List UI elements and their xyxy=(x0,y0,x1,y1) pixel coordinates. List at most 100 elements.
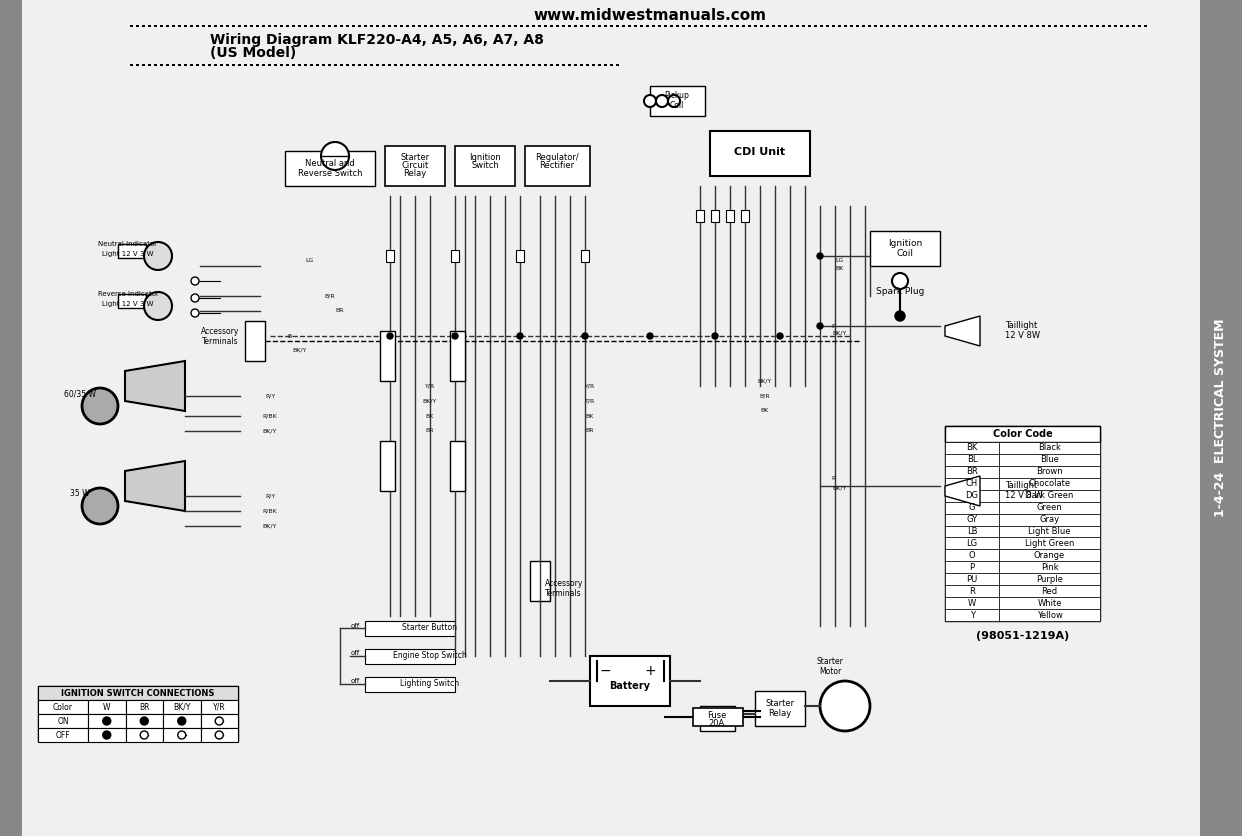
Circle shape xyxy=(140,717,148,725)
Bar xyxy=(945,454,1000,466)
Bar xyxy=(976,25,979,27)
Bar xyxy=(784,25,787,27)
Bar xyxy=(592,25,595,27)
Text: ON: ON xyxy=(57,716,68,726)
Text: O: O xyxy=(969,551,975,560)
Bar xyxy=(154,25,156,27)
Text: 35 W: 35 W xyxy=(71,490,89,498)
Bar xyxy=(130,25,133,27)
Bar xyxy=(874,25,877,27)
Bar xyxy=(910,25,913,27)
Bar xyxy=(934,25,936,27)
Bar xyxy=(148,64,152,66)
Circle shape xyxy=(712,333,718,339)
Text: Ignition: Ignition xyxy=(888,239,922,248)
Bar xyxy=(610,64,614,66)
Bar xyxy=(814,25,817,27)
Bar xyxy=(945,478,1000,490)
Bar xyxy=(945,426,1100,621)
Circle shape xyxy=(215,731,224,739)
Bar xyxy=(1030,25,1033,27)
Bar xyxy=(383,64,385,66)
Bar xyxy=(802,25,805,27)
Bar xyxy=(358,25,361,27)
Bar xyxy=(292,64,296,66)
Text: Starter: Starter xyxy=(765,700,795,708)
Text: Green: Green xyxy=(1037,503,1062,512)
Bar xyxy=(696,210,704,222)
Text: Chocolate: Chocolate xyxy=(1028,479,1071,488)
Bar xyxy=(196,25,199,27)
Bar xyxy=(406,64,409,66)
Bar xyxy=(370,25,373,27)
Text: Spark Plug: Spark Plug xyxy=(876,287,924,295)
Bar xyxy=(568,25,571,27)
Text: Wiring Diagram KLF220-A4, A5, A6, A7, A8: Wiring Diagram KLF220-A4, A5, A6, A7, A8 xyxy=(210,33,544,47)
Bar xyxy=(214,64,217,66)
Circle shape xyxy=(140,731,148,739)
Text: Accessory: Accessory xyxy=(201,327,240,335)
Bar xyxy=(682,25,686,27)
Bar xyxy=(1144,25,1148,27)
Bar xyxy=(310,64,313,66)
Bar xyxy=(568,64,571,66)
Text: Taillight: Taillight xyxy=(1005,482,1037,491)
Bar xyxy=(1000,454,1100,466)
Bar xyxy=(958,25,961,27)
Text: Reverse Switch: Reverse Switch xyxy=(298,170,363,179)
Text: off: off xyxy=(350,623,360,629)
Text: Neutral and: Neutral and xyxy=(306,160,355,169)
Bar xyxy=(322,64,325,66)
Bar xyxy=(1000,25,1004,27)
Bar xyxy=(1012,25,1015,27)
Bar xyxy=(1006,25,1009,27)
Bar xyxy=(0,0,22,836)
Bar xyxy=(455,25,457,27)
Circle shape xyxy=(191,277,199,285)
Bar xyxy=(376,64,379,66)
Bar xyxy=(200,728,238,742)
Polygon shape xyxy=(125,461,185,511)
Bar xyxy=(1000,502,1100,513)
Text: R: R xyxy=(831,476,835,481)
Bar xyxy=(419,25,421,27)
Bar xyxy=(455,146,515,186)
Bar xyxy=(450,331,465,381)
Bar xyxy=(982,25,985,27)
Bar xyxy=(190,25,193,27)
Text: Starter Button: Starter Button xyxy=(402,624,457,633)
Bar xyxy=(380,331,395,381)
Circle shape xyxy=(82,388,118,424)
Bar xyxy=(436,25,438,27)
Bar xyxy=(1059,25,1063,27)
Bar xyxy=(315,25,319,27)
Bar xyxy=(39,714,88,728)
Bar xyxy=(694,25,697,27)
Bar xyxy=(597,25,601,27)
Text: B/R: B/R xyxy=(324,293,335,298)
Bar xyxy=(245,321,265,361)
Text: BK/Y: BK/Y xyxy=(173,702,190,711)
Text: Color: Color xyxy=(53,702,73,711)
Text: Motor: Motor xyxy=(818,666,841,675)
Bar xyxy=(544,25,546,27)
Bar xyxy=(945,502,1000,513)
Circle shape xyxy=(215,717,224,725)
Circle shape xyxy=(517,333,523,339)
Text: Y/R: Y/R xyxy=(585,384,595,389)
Circle shape xyxy=(191,309,199,317)
Bar xyxy=(1084,25,1087,27)
Bar xyxy=(1000,597,1100,609)
Bar xyxy=(284,151,375,186)
Bar xyxy=(178,64,181,66)
Bar xyxy=(574,25,578,27)
Bar xyxy=(1090,25,1093,27)
Circle shape xyxy=(656,95,668,107)
Text: Rectifier: Rectifier xyxy=(539,161,575,171)
Text: BR: BR xyxy=(586,429,594,434)
Circle shape xyxy=(144,292,171,320)
Text: G: G xyxy=(969,503,975,512)
Bar xyxy=(340,25,343,27)
Text: IGNITION SWITCH CONNECTIONS: IGNITION SWITCH CONNECTIONS xyxy=(61,689,215,697)
Bar xyxy=(365,621,455,636)
